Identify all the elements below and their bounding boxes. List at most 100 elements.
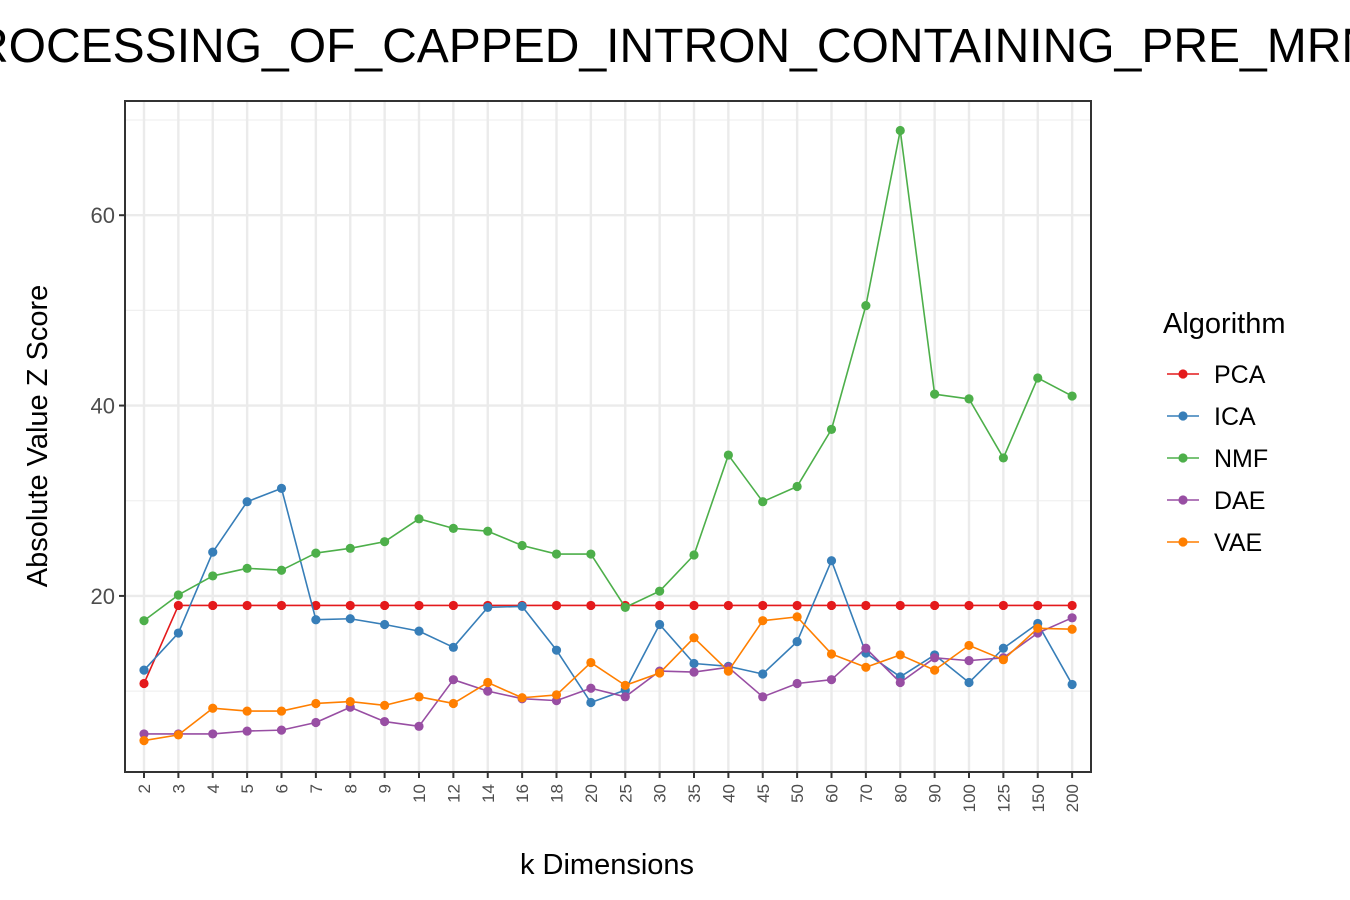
data-point-vae (655, 668, 665, 678)
x-tick-label: 50 (788, 784, 807, 803)
data-point-dae (826, 675, 837, 685)
data-point-dae (964, 656, 974, 666)
legend-items: PCA ICA NMF DAE VAE (1167, 361, 1268, 557)
data-point-vae (517, 693, 527, 703)
legend-key-point (1178, 411, 1188, 421)
data-point-ica (758, 669, 768, 679)
x-tick-label: 16 (513, 784, 532, 803)
y-axis-title: Absolute Value Z Score (22, 285, 54, 588)
x-tick-label: 3 (169, 784, 188, 793)
legend-label-ica: ICA (1214, 403, 1256, 431)
legend-label-nmf: NMF (1214, 445, 1268, 473)
data-point-vae (242, 706, 252, 716)
series-line-ica (143, 487, 1073, 704)
data-point-nmf (345, 543, 355, 553)
x-tick-label: 30 (651, 784, 670, 803)
data-point-pca (655, 600, 665, 611)
legend-key-point (1178, 537, 1188, 547)
data-point-vae (1067, 624, 1077, 634)
x-tick-label: 18 (548, 784, 567, 803)
data-point-vae (208, 703, 218, 713)
x-tick-label: 12 (444, 784, 463, 803)
data-point-dae (380, 716, 390, 727)
data-point-dae (689, 667, 699, 677)
x-tick-label: 25 (616, 784, 635, 803)
legend-item-pca: PCA (1167, 361, 1266, 389)
data-point-ica (345, 614, 355, 624)
data-point-vae (380, 700, 390, 710)
data-point-pca (380, 600, 390, 611)
legend-title: Algorithm (1163, 308, 1286, 340)
data-point-vae (276, 706, 287, 716)
data-point-dae (483, 686, 493, 696)
data-point-vae (689, 633, 699, 643)
data-point-vae (448, 698, 458, 709)
series-vae (139, 612, 1077, 746)
data-point-nmf (551, 549, 562, 559)
data-point-pca (208, 600, 218, 611)
x-tick-label: 7 (307, 784, 326, 793)
data-point-pca (723, 600, 733, 611)
legend-label-dae: DAE (1214, 487, 1265, 515)
data-point-pca (930, 600, 940, 611)
data-point-pca (551, 600, 562, 611)
data-point-ica (826, 556, 837, 566)
data-point-dae (242, 726, 252, 736)
legend-item-ica: ICA (1167, 403, 1256, 431)
x-tick-label: 14 (479, 784, 498, 803)
plot-panel (124, 100, 1092, 773)
data-point-vae (792, 612, 802, 622)
data-point-ica (551, 645, 562, 655)
data-point-pca (861, 600, 871, 611)
legend-key-point (1178, 369, 1188, 379)
data-point-nmf (517, 540, 527, 551)
data-point-vae (551, 690, 562, 700)
series-line-nmf (143, 129, 1073, 622)
data-point-ica (242, 497, 252, 507)
x-tick-label: 8 (341, 784, 360, 793)
data-point-nmf (414, 514, 424, 524)
x-tick-label: 9 (376, 784, 395, 793)
x-tick-label: 4 (204, 784, 223, 793)
data-point-ica (517, 601, 527, 611)
series-line-vae (143, 616, 1073, 742)
data-point-nmf (276, 565, 287, 575)
series-line-dae (144, 617, 1073, 735)
data-point-ica (139, 665, 149, 675)
x-tick-label: 70 (857, 784, 876, 803)
data-point-dae (620, 692, 630, 702)
data-point-ica (483, 602, 493, 612)
legend-label-pca: PCA (1214, 361, 1266, 389)
legend-item-dae: DAE (1167, 487, 1265, 515)
data-point-nmf (792, 481, 802, 492)
data-point-ica (380, 619, 390, 630)
x-tick-label: 60 (823, 784, 842, 803)
data-point-nmf (826, 424, 837, 434)
plot-background (125, 101, 1091, 772)
data-point-ica (173, 628, 183, 638)
data-point-nmf (964, 394, 974, 404)
data-point-pca (826, 600, 837, 611)
data-point-pca (139, 678, 149, 689)
data-point-nmf (1067, 391, 1077, 401)
data-point-ica (586, 697, 596, 708)
x-tick-label: 10 (410, 784, 429, 803)
data-point-dae (792, 678, 802, 689)
y-tick-label: 60 (91, 203, 115, 228)
data-point-nmf (380, 537, 390, 547)
data-point-dae (758, 692, 768, 702)
data-point-pca (895, 600, 905, 611)
data-point-ica (1067, 679, 1077, 690)
data-point-vae (1033, 623, 1043, 633)
data-point-pca (758, 600, 768, 611)
data-point-dae (586, 683, 596, 693)
x-tick-label: 6 (273, 784, 292, 793)
data-point-pca (311, 600, 321, 611)
x-axis-title: k Dimensions (520, 849, 694, 881)
data-point-vae (586, 657, 596, 668)
series-layer (139, 125, 1077, 746)
x-tick-label: 150 (1029, 784, 1048, 812)
data-point-pca (448, 600, 458, 611)
data-point-dae (208, 729, 218, 739)
data-point-dae (930, 653, 940, 663)
